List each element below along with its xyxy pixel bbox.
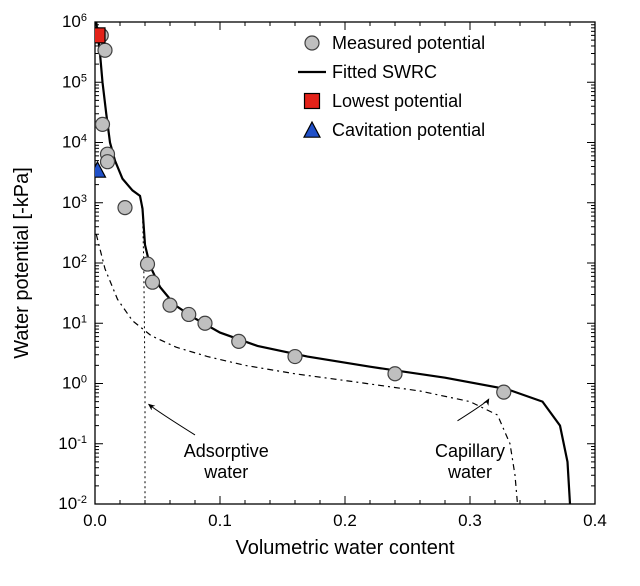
measured-point — [497, 385, 511, 399]
y-tick-label: 102 — [62, 253, 87, 272]
adsorptive_label-arrow — [149, 404, 195, 435]
capillary_label: Capillarywater — [435, 441, 505, 482]
measured-point — [96, 117, 110, 131]
lowest-point — [90, 28, 105, 43]
legend-marker-measured — [305, 36, 319, 50]
legend-label-lowest: Lowest potential — [332, 91, 462, 111]
y-tick-label: 106 — [62, 12, 87, 31]
measured-point — [288, 350, 302, 364]
legend-label-cavitation: Cavitation potential — [332, 120, 485, 140]
x-tick-label: 0.2 — [333, 511, 357, 530]
y-tick-label: 105 — [62, 72, 87, 91]
measured-point — [388, 367, 402, 381]
legend-label-measured: Measured potential — [332, 33, 485, 53]
measured-point — [163, 298, 177, 312]
x-tick-label: 0.4 — [583, 511, 607, 530]
legend-marker-cavitation — [304, 122, 320, 137]
x-tick-label: 0.0 — [83, 511, 107, 530]
x-axis-label: Volumetric water content — [236, 537, 455, 559]
capillary_label-arrow — [458, 399, 489, 421]
measured-point — [141, 257, 155, 271]
measured-point — [118, 201, 132, 215]
y-tick-label: 101 — [62, 313, 87, 332]
measured-point — [232, 334, 246, 348]
legend-marker-lowest — [305, 94, 320, 109]
y-tick-label: 104 — [62, 133, 87, 152]
measured-point — [198, 316, 212, 330]
swrc-chart: 0.0 0.1 0.2 0.3 0.4 Volumetric water content 1… — [0, 0, 640, 586]
measured-point — [98, 43, 112, 57]
legend-label-fitted: Fitted SWRC — [332, 62, 437, 82]
measured-point — [146, 275, 160, 289]
plot-group — [90, 22, 571, 504]
x-tick-label: 0.3 — [458, 511, 482, 530]
y-axis-label: Water potential [-kPa] — [11, 167, 33, 359]
y-tick-label: 10-1 — [58, 434, 87, 453]
y-tick-label: 103 — [62, 193, 87, 212]
y-tick-label: 100 — [62, 374, 87, 393]
measured-point — [182, 307, 196, 321]
measured-point — [101, 155, 115, 169]
x-tick-label: 0.1 — [208, 511, 232, 530]
adsorptive_label: Adsorptivewater — [184, 441, 269, 482]
